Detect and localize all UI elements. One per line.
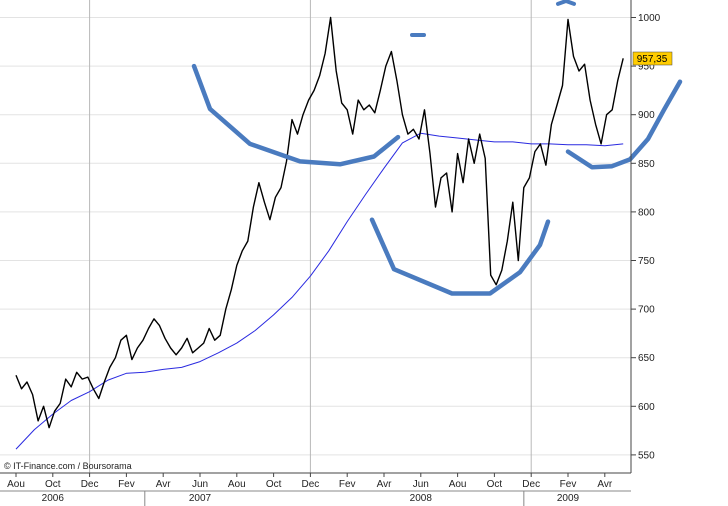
x-tick-label: Fev	[339, 479, 356, 490]
x-tick-label: Dec	[522, 479, 540, 490]
year-label: 2008	[410, 493, 433, 504]
x-axis-years: 2006 2007 2008 2009	[0, 490, 631, 506]
price-line	[15, 16, 624, 429]
year-label: 2006	[42, 493, 65, 504]
y-tick-label: 900	[638, 110, 655, 121]
average-line-layer	[15, 132, 624, 450]
x-tick-label: Avr	[156, 479, 171, 490]
x-tick-label: Oct	[266, 479, 282, 490]
y-tick-label: 850	[638, 159, 655, 170]
annotation-cup	[191, 63, 401, 167]
x-axis-ticks: Aou Oct Dec Fev Avr Jun Aou Oct Dec Fev Avr Jun Aou O…	[7, 473, 613, 490]
last-value-badge	[632, 51, 673, 66]
y-tick-label: 650	[638, 353, 655, 364]
x-tick-label: Jun	[413, 479, 429, 490]
y-tick-label: 700	[638, 305, 655, 316]
y-tick-label: 800	[638, 207, 655, 218]
annotation-cup	[565, 79, 683, 170]
x-tick-label: Fev	[118, 479, 135, 490]
annotation-cup	[369, 217, 551, 296]
x-tick-label: Dec	[81, 479, 99, 490]
x-tick-label: Dec	[302, 479, 320, 490]
x-tick-label: Aou	[228, 479, 246, 490]
x-tick-label: Oct	[487, 479, 503, 490]
x-tick-label: Fev	[560, 479, 577, 490]
y-axis-ticks: 550 600 650 700 750 800 850 900 950 1000	[631, 13, 661, 461]
x-tick-label: Aou	[449, 479, 467, 490]
price-line-layer	[15, 16, 624, 429]
annotation-hook	[556, 0, 576, 6]
x-tick-label: Avr	[597, 479, 612, 490]
moving-average-line	[15, 132, 624, 450]
x-tick-label: Avr	[377, 479, 392, 490]
y-tick-label: 1000	[638, 13, 661, 24]
x-tick-label: Aou	[7, 479, 25, 490]
source-credit: © IT-Finance.com / Boursorama	[4, 461, 132, 471]
year-label: 2007	[189, 493, 212, 504]
year-label: 2009	[557, 493, 580, 504]
last-value-marker: 957,35	[632, 51, 673, 66]
hand-drawn-annotations	[191, 0, 683, 296]
y-tick-label: 550	[638, 450, 655, 461]
x-tick-label: Jun	[192, 479, 208, 490]
y-tick-label: 600	[638, 402, 655, 413]
y-tick-label: 950	[638, 62, 655, 73]
last-value-label: 957,35	[637, 54, 668, 65]
plot-area	[0, 0, 631, 473]
y-tick-label: 750	[638, 256, 655, 267]
grid	[0, 0, 631, 473]
x-tick-label: Oct	[45, 479, 61, 490]
